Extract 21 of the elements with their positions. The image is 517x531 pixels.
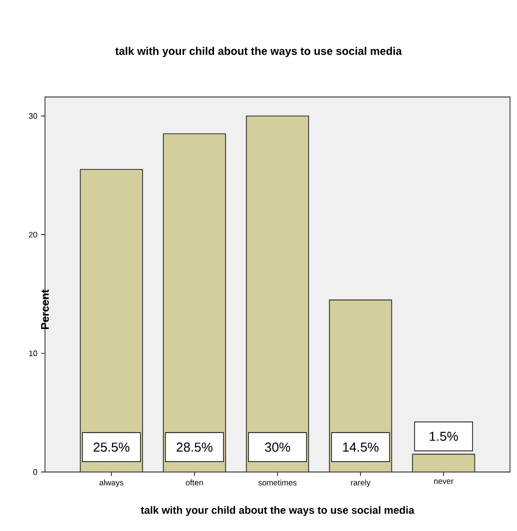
data-label: 1.5% <box>430 432 458 441</box>
data-label: 30% <box>264 442 290 452</box>
x-tick-label: always <box>100 480 124 487</box>
chart-title: talk with your child about the ways to use social media <box>115 46 402 58</box>
bar <box>80 168 143 472</box>
y-tick-label: 10 <box>29 350 38 356</box>
y-tick-label: 0 <box>33 469 38 475</box>
x-tick-label: never <box>434 480 454 484</box>
bar <box>412 454 476 472</box>
y-tick-label: 30 <box>28 113 38 119</box>
x-tick-label: rarely <box>351 480 371 487</box>
x-tick-label: sometimes <box>258 480 297 486</box>
bar <box>162 133 226 472</box>
data-label: 28.5% <box>176 442 212 452</box>
data-label: 25.5% <box>94 442 130 452</box>
y-axis-title: Percent <box>41 289 49 329</box>
y-tick-label: 20 <box>28 232 38 238</box>
data-label: 14.5% <box>343 442 378 452</box>
x-tick-label: often <box>186 480 203 486</box>
x-axis-title: talk with your child about the ways to use social media <box>140 506 414 516</box>
bar <box>246 116 310 472</box>
